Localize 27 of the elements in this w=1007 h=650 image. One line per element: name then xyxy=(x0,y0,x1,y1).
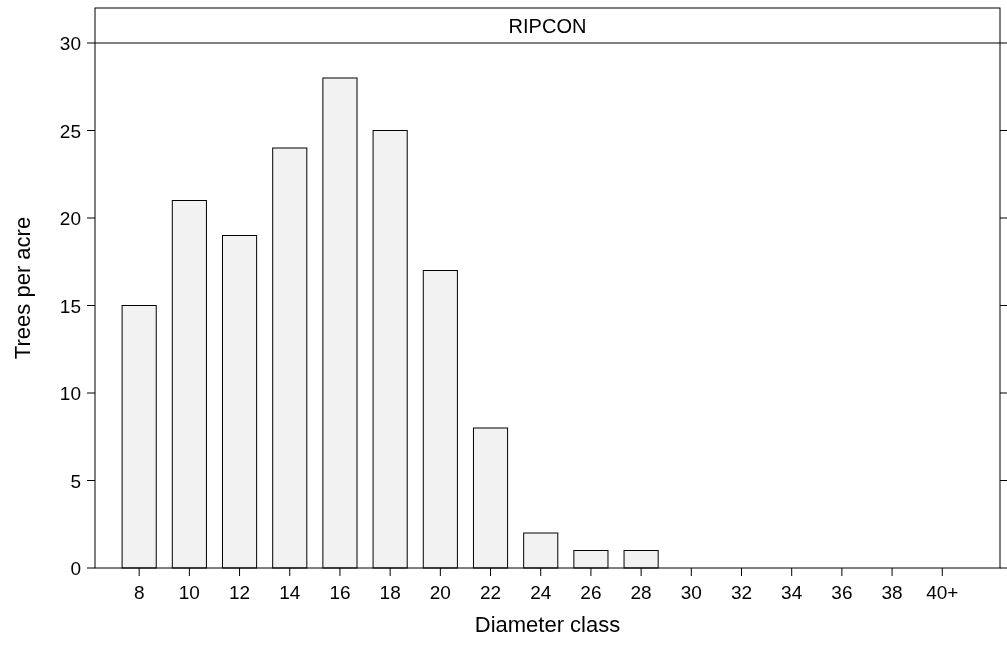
y-tick-label: 25 xyxy=(59,120,81,142)
x-tick-label: 28 xyxy=(630,582,652,603)
x-axis-title: Diameter class xyxy=(474,612,621,637)
x-tick-label: 12 xyxy=(228,582,251,603)
x-tick-label: 8 xyxy=(133,582,145,603)
y-tick-label: 30 xyxy=(59,33,81,54)
y-axis-title: Trees per acre xyxy=(10,216,35,360)
y-tick-label: 20 xyxy=(59,208,81,229)
chart-title: RIPCON xyxy=(508,14,587,37)
x-tick-label: 38 xyxy=(881,582,903,603)
x-tick-label: 16 xyxy=(329,582,351,603)
x-tick-label: 32 xyxy=(730,582,753,603)
x-tick-label: 30 xyxy=(680,582,702,603)
x-tick-label: 10 xyxy=(178,582,200,603)
x-tick-label: 26 xyxy=(580,582,602,603)
x-tick-label: 22 xyxy=(479,582,502,603)
y-tick-label: 5 xyxy=(70,470,81,492)
x-tick-label: 14 xyxy=(279,582,301,603)
x-tick-label: 24 xyxy=(530,582,552,603)
x-tick-label: 20 xyxy=(429,582,451,603)
x-tick-label: 40+ xyxy=(926,582,959,603)
y-tick-label: 15 xyxy=(59,295,81,317)
x-tick-label: 34 xyxy=(781,582,803,603)
x-tick-label: 36 xyxy=(831,582,853,603)
y-tick-label: 10 xyxy=(59,383,81,404)
x-tick-label: 18 xyxy=(379,582,401,603)
y-tick-label: 0 xyxy=(70,558,81,579)
